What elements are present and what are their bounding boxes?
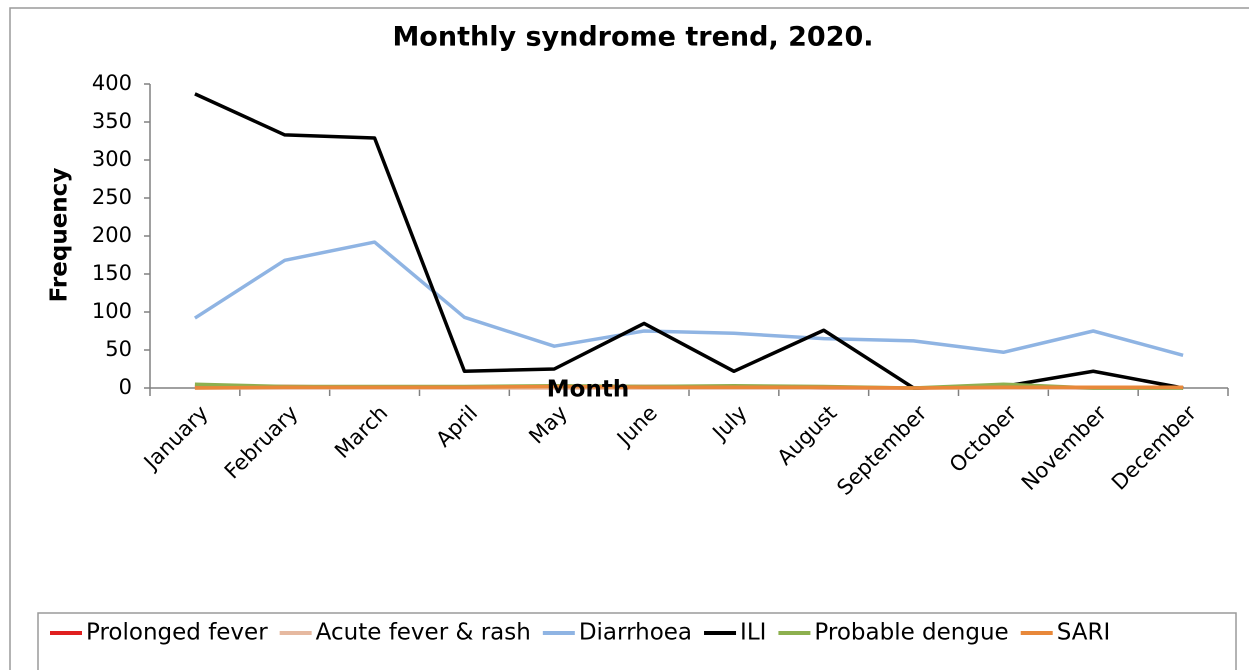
chart-title: Monthly syndrome trend, 2020. — [392, 22, 873, 53]
x-axis-title: Month — [547, 377, 629, 403]
series-line — [194, 384, 1184, 390]
legend-label: Diarrhoea — [579, 620, 692, 646]
y-tick-label: 100 — [92, 299, 132, 323]
chart-frame — [9, 7, 1249, 670]
y-tick-label: 200 — [92, 223, 132, 247]
y-tick-label: 50 — [105, 337, 132, 361]
legend-label: Prolonged fever — [86, 620, 268, 646]
y-tick-label: 0 — [119, 375, 132, 399]
series-line — [193, 240, 1184, 358]
legend-label: Acute fever & rash — [316, 620, 531, 646]
legend-box — [37, 612, 1237, 670]
legend-label: SARI — [1057, 620, 1111, 646]
y-tick-label: 350 — [92, 109, 132, 133]
y-tick-label: 250 — [92, 185, 132, 209]
legend-label: ILI — [740, 620, 766, 646]
y-tick-label: 400 — [92, 71, 132, 95]
y-tick-label: 150 — [92, 261, 132, 285]
y-tick-label: 300 — [92, 147, 132, 171]
legend-label: Probable dengue — [814, 620, 1008, 646]
y-axis-title: Frequency — [47, 168, 73, 303]
